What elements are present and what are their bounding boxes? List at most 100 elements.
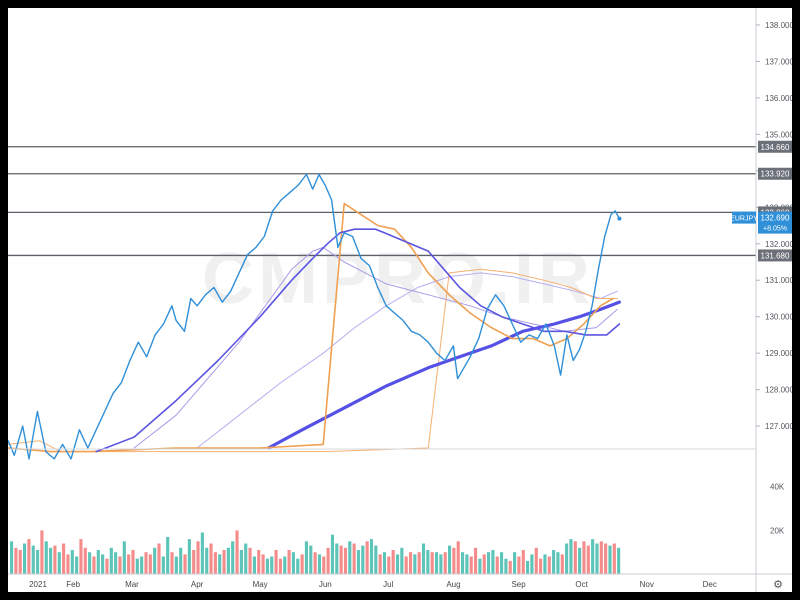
volume-tick-label: 20K — [770, 526, 785, 535]
volume-bar — [287, 550, 291, 574]
volume-bar — [140, 556, 144, 574]
volume-bar — [296, 558, 300, 574]
y-tick-label: 132.000 — [765, 240, 792, 249]
volume-bar — [31, 545, 35, 574]
change-percent-text: +8.05% — [763, 226, 787, 233]
volume-bar — [135, 558, 139, 574]
series-line-long-ma — [266, 300, 622, 450]
series-line-purple-light-ma — [133, 246, 618, 449]
volume-bar — [244, 543, 248, 574]
volume-bar — [174, 556, 178, 574]
volume-bar — [40, 530, 44, 574]
volume-bar — [304, 541, 309, 574]
volume-tick-label: 40K — [770, 483, 785, 492]
volume-bar — [508, 560, 512, 574]
x-tick-label: Jul — [383, 580, 393, 589]
volume-bar — [326, 547, 330, 574]
volume-bar — [257, 550, 261, 574]
volume-bar — [421, 543, 426, 574]
volume-bar — [547, 556, 551, 574]
volume-bar — [261, 554, 265, 574]
y-tick-label: 129.000 — [765, 349, 792, 358]
volume-bar — [408, 552, 413, 574]
volume-bar — [170, 552, 174, 574]
volume-bar — [92, 556, 96, 574]
volume-bar — [88, 552, 92, 574]
volume-bar — [322, 556, 326, 574]
volume-bar — [70, 550, 74, 574]
volume-bar — [617, 547, 621, 574]
volume-bar — [478, 558, 482, 574]
volume-bar — [300, 554, 304, 574]
volume-bar — [196, 541, 200, 574]
gear-icon[interactable]: ⚙ — [773, 579, 783, 591]
x-tick-label: Jun — [319, 580, 332, 589]
x-tick-label: Feb — [66, 580, 80, 589]
volume-bar — [209, 543, 213, 574]
volume-bar — [426, 550, 430, 574]
volume-bar — [18, 550, 22, 574]
volume-bar — [465, 554, 469, 574]
volume-bar — [352, 543, 356, 574]
volume-bar — [586, 545, 590, 574]
volume-bar — [200, 532, 204, 574]
y-tick-label: 131.000 — [765, 276, 792, 285]
volume-bar — [101, 554, 105, 574]
x-tick-label: Apr — [191, 580, 204, 589]
y-tick-label: 127.000 — [765, 422, 792, 431]
volume-bar — [495, 556, 499, 574]
volume-bar — [391, 550, 395, 574]
level-tag-text: 131.680 — [761, 251, 790, 260]
symbol-tag — [732, 211, 756, 224]
y-tick-label: 136.000 — [765, 94, 792, 103]
volume-bar — [413, 554, 417, 574]
chart-area: CMPRO.IR 138.000 137.000 136.000 135.000 134… — [7, 8, 794, 592]
volume-bar — [599, 541, 603, 574]
x-tick-label: Aug — [446, 580, 460, 589]
series-line-orange-fast-ma — [7, 202, 614, 453]
volume-bar — [218, 554, 222, 574]
volume-bar — [10, 541, 14, 574]
volume-bar — [161, 556, 165, 574]
x-tick-label: Mar — [125, 580, 139, 589]
series-line-purple-slow-ma — [196, 272, 618, 449]
volume-bar — [36, 550, 40, 574]
volume-bar — [179, 547, 183, 574]
volume-bar — [526, 560, 530, 574]
volume-bar — [317, 554, 322, 574]
volume-bar — [487, 552, 491, 574]
volume-bar — [270, 556, 274, 574]
volume-bar — [248, 547, 252, 574]
volume-bar — [144, 552, 148, 574]
volume-bar — [556, 552, 560, 574]
volume-bar — [14, 547, 18, 574]
volume-bar — [552, 550, 556, 574]
volume-bar — [239, 550, 243, 574]
volume-bar — [604, 543, 608, 574]
volume-bar — [361, 545, 365, 574]
volume-bar — [274, 550, 278, 574]
volume-bar — [79, 539, 83, 574]
volume-bar — [153, 547, 157, 574]
volume-bar — [530, 554, 534, 574]
volume-bar — [456, 541, 460, 574]
y-tick-label: 128.000 — [765, 386, 792, 395]
volume-bar — [109, 547, 113, 574]
volume-bar — [235, 530, 239, 574]
volume-bar — [443, 552, 447, 574]
volume-bar — [565, 543, 569, 574]
x-tick-label: Nov — [640, 580, 654, 589]
volume-bar — [582, 541, 586, 574]
level-tag — [758, 140, 792, 153]
volume-bar — [44, 541, 48, 574]
volume-bar — [504, 558, 508, 574]
volume-bar — [595, 543, 599, 574]
series-line-price — [7, 173, 621, 460]
symbol-tag-text: EURJPY — [730, 216, 758, 223]
volume-bar — [148, 554, 152, 574]
level-tag-text: 134.660 — [761, 143, 790, 152]
volume-bar — [534, 547, 538, 574]
volume-bar — [374, 545, 378, 574]
x-tick-label: Dec — [703, 580, 717, 589]
